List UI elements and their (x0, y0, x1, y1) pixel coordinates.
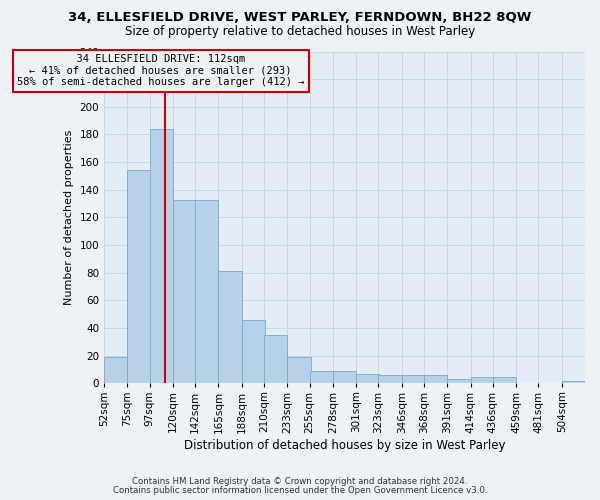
Bar (173, 200, 196, 384)
Text: Contains public sector information licensed under the Open Government Licence v3: Contains public sector information licen… (113, 486, 487, 495)
Bar (379, 375, 401, 384)
Text: 34 ELLESFIELD DRIVE: 112sqm  
← 41% of detached houses are smaller (293)
58% of : 34 ELLESFIELD DRIVE: 112sqm ← 41% of det… (17, 54, 304, 88)
Bar (470, 376, 494, 384)
X-axis label: Distribution of detached houses by size in West Parley: Distribution of detached houses by size … (184, 440, 505, 452)
Bar (218, 272, 242, 384)
Bar (287, 357, 311, 384)
Bar (104, 357, 127, 384)
Bar (242, 320, 265, 384)
Bar (356, 374, 379, 384)
Bar (149, 129, 173, 384)
Bar (264, 335, 287, 384)
Bar (333, 371, 356, 384)
Bar (493, 376, 516, 384)
Bar (447, 380, 470, 384)
Bar (310, 371, 333, 384)
Text: Contains HM Land Registry data © Crown copyright and database right 2024.: Contains HM Land Registry data © Crown c… (132, 477, 468, 486)
Bar (127, 170, 151, 384)
Bar (562, 380, 585, 384)
Y-axis label: Number of detached properties: Number of detached properties (64, 130, 74, 305)
Bar (401, 375, 425, 384)
Bar (195, 200, 218, 384)
Text: 34, ELLESFIELD DRIVE, WEST PARLEY, FERNDOWN, BH22 8QW: 34, ELLESFIELD DRIVE, WEST PARLEY, FERND… (68, 11, 532, 24)
Bar (424, 375, 447, 384)
Text: Size of property relative to detached houses in West Parley: Size of property relative to detached ho… (125, 25, 475, 38)
